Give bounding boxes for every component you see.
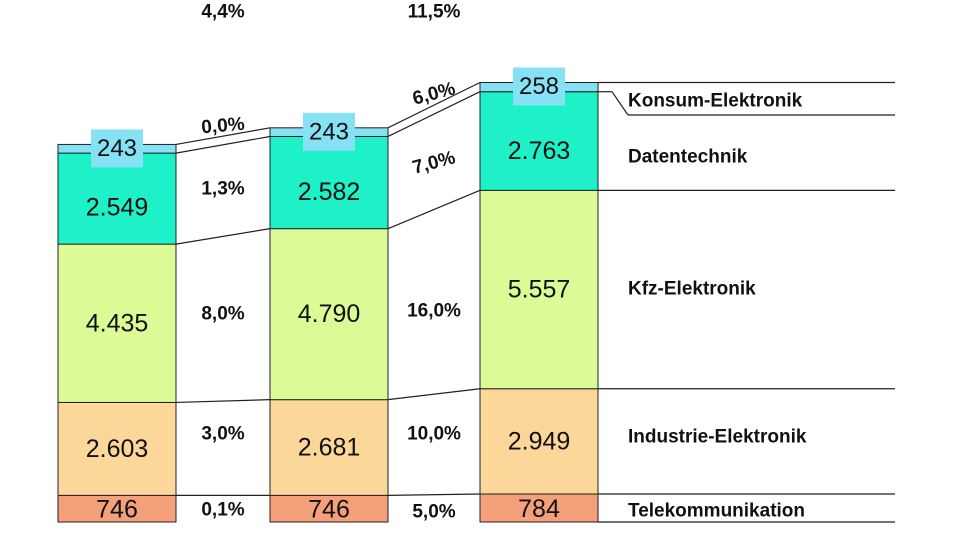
value-label: 243 [97, 135, 137, 162]
bar-segment-industrie-elektronik [269, 399, 389, 496]
value-label: 746 [308, 496, 350, 524]
legend-label-datentechnik: Datentechnik [628, 147, 748, 168]
value-label: 258 [519, 73, 559, 100]
growth-rate-kfz-elektronik: 16,0% [407, 301, 461, 322]
bar-segment-telekommunikation [269, 494, 389, 523]
connector-line [175, 127, 271, 146]
bar-segment-kfz-elektronik [57, 243, 177, 403]
growth-rate-datentechnik: 7,0% [410, 147, 457, 179]
connector-line [387, 388, 481, 401]
value-label: 784 [518, 495, 560, 523]
legend-label-telekommunikation: Telekommunikation [628, 501, 805, 522]
growth-rate-telekommunikation: 5,0% [412, 502, 455, 523]
bar-segment-industrie-elektronik [479, 388, 599, 495]
growth-rate-industrie-elektronik: 3,0% [201, 424, 244, 445]
bar-segment-industrie-elektronik [57, 401, 177, 496]
value-label: 2.603 [86, 435, 149, 463]
value-label: 2.763 [508, 137, 571, 165]
value-label: 243 [309, 118, 349, 145]
legend-label-konsum-elektronik: Konsum-Elektronik [628, 91, 803, 112]
value-label: 2.949 [508, 427, 571, 455]
value-label: 746 [96, 496, 138, 524]
connector-line [175, 135, 271, 154]
value-label: 2.582 [298, 178, 361, 206]
connector-line [387, 91, 481, 138]
total-growth-rate: 4,4% [201, 2, 244, 23]
legend-guide-line [611, 91, 629, 116]
growth-rate-industrie-elektronik: 10,0% [407, 424, 461, 445]
value-label-box [513, 67, 565, 106]
value-label: 2.549 [86, 194, 149, 222]
bar-segment-telekommunikation [57, 494, 177, 523]
connector-line [387, 81, 481, 129]
bar-segment-kfz-elektronik [269, 228, 389, 401]
value-label-box [91, 129, 143, 168]
growth-rate-datentechnik: 1,3% [201, 179, 244, 200]
legend-label-kfz-elektronik: Kfz-Elektronik [628, 279, 756, 300]
bar-segment-telekommunikation [479, 493, 599, 523]
legend-label-industrie-elektronik: Industrie-Elektronik [628, 427, 807, 448]
value-label: 4.790 [298, 300, 361, 328]
connector-line [175, 228, 271, 245]
connector-line [387, 189, 481, 230]
value-label-box [303, 112, 355, 151]
connector-line [175, 399, 271, 404]
growth-rate-kfz-elektronik: 8,0% [201, 304, 244, 325]
bar-segment-datentechnik [479, 91, 599, 191]
value-label: 5.557 [508, 276, 571, 304]
bar-segment-kfz-elektronik [479, 189, 599, 390]
total-growth-rate: 11,5% [408, 2, 461, 23]
growth-rate-telekommunikation: 0,1% [201, 500, 244, 521]
growth-rate-konsum-elektronik: 0,0% [201, 114, 246, 139]
bar-segment-datentechnik [57, 152, 177, 245]
connector-line [387, 493, 481, 496]
value-label: 2.681 [298, 434, 361, 462]
value-label: 4.435 [86, 309, 149, 337]
